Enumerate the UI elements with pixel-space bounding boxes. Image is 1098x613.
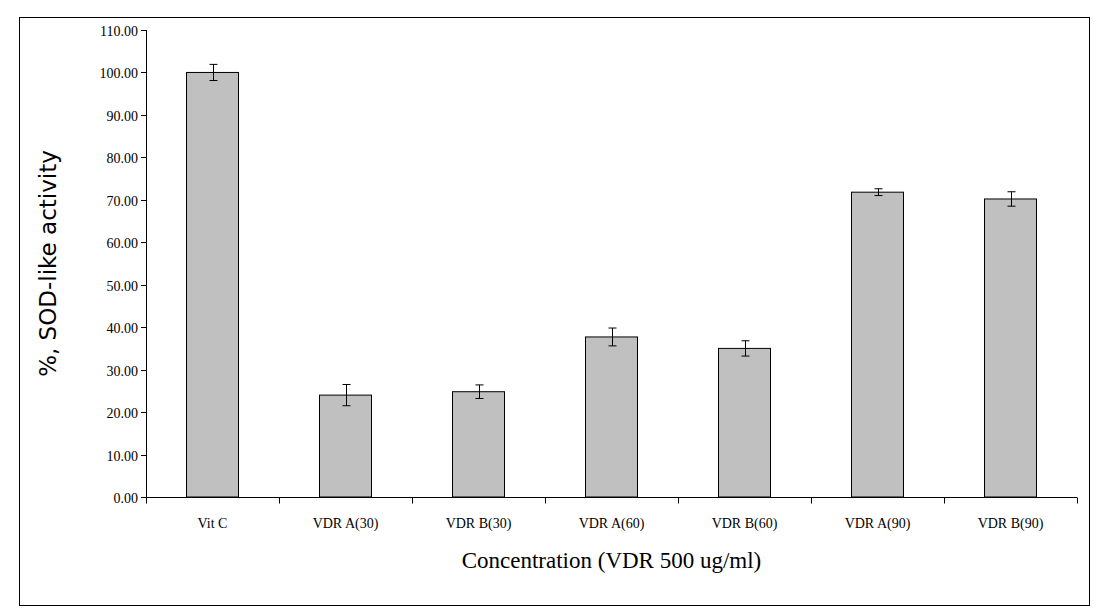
x-tick: [279, 498, 280, 504]
error-cap: [343, 405, 351, 406]
bar: [852, 192, 904, 497]
y-tick: [141, 327, 146, 328]
bars: [187, 64, 1037, 497]
y-tick: [141, 115, 146, 116]
chart: 0.00 10.00 20.00 30.00 40.00 50.00 60.00 70.00 8…: [0, 0, 1098, 613]
bar: [320, 395, 372, 497]
x-tick-label: VDR A(60): [579, 516, 645, 532]
y-tick-label: 30.00: [107, 364, 139, 379]
bar: [719, 348, 771, 497]
x-axis-title: Concentration (VDR 500 ug/ml): [462, 548, 762, 573]
x-tick: [811, 498, 812, 504]
x-tick: [944, 498, 945, 504]
y-tick-label: 0.00: [114, 491, 139, 506]
error-cap: [742, 356, 750, 357]
y-tick-label: 50.00: [107, 279, 139, 294]
error-cap: [1008, 191, 1016, 192]
error-cap: [875, 195, 883, 196]
x-tick: [1077, 498, 1078, 504]
y-tick-label: 90.00: [107, 109, 139, 124]
bar: [453, 392, 505, 497]
x-tick-label: VDR B(30): [446, 516, 512, 532]
error-stem: [745, 341, 746, 356]
error-bar: [343, 384, 351, 405]
x-tick-label: VDR B(60): [712, 516, 778, 532]
y-tick: [141, 200, 146, 201]
error-stem: [878, 189, 879, 196]
error-bar: [875, 189, 883, 196]
y-tick: [141, 242, 146, 243]
x-tick: [545, 498, 546, 504]
x-tick-label: Vit C: [198, 516, 228, 531]
y-tick: [141, 285, 146, 286]
error-cap: [343, 384, 351, 385]
error-bar: [1008, 192, 1016, 206]
error-cap: [609, 345, 617, 346]
y-tick-label: 20.00: [107, 406, 139, 421]
bar: [586, 337, 638, 497]
x-tick-label: VDR A(90): [845, 516, 911, 532]
error-bar: [742, 341, 750, 356]
bar: [187, 72, 239, 497]
y-tick: [141, 412, 146, 413]
error-stem: [479, 385, 480, 399]
y-tick-label: 110.00: [100, 24, 138, 39]
error-stem: [1011, 192, 1012, 206]
error-cap: [875, 188, 883, 189]
error-cap: [476, 398, 484, 399]
error-cap: [609, 328, 617, 329]
x-tick: [678, 498, 679, 504]
x-tick: [146, 498, 147, 504]
y-tick-label: 60.00: [107, 236, 139, 251]
x-tick-label: VDR A(30): [313, 516, 379, 532]
error-stem: [213, 64, 214, 80]
error-stem: [346, 384, 347, 405]
error-stem: [612, 328, 613, 346]
y-tick-label: 80.00: [107, 151, 139, 166]
y-tick-label: 70.00: [107, 194, 139, 209]
y-tick: [141, 72, 146, 73]
y-axis-title: %, SOD-like activity: [35, 150, 61, 377]
error-cap: [210, 64, 218, 65]
x-tick: [412, 498, 413, 504]
y-tick: [141, 455, 146, 456]
y-tick-label: 10.00: [107, 449, 139, 464]
error-cap: [1008, 206, 1016, 207]
y-tick: [141, 157, 146, 158]
error-cap: [210, 80, 218, 81]
bar: [985, 199, 1037, 497]
error-bar: [609, 328, 617, 346]
y-tick: [141, 497, 146, 498]
error-cap: [476, 384, 484, 385]
y-tick-label: 100.00: [100, 66, 139, 81]
x-axis: [146, 497, 1077, 498]
y-tick-label: 40.00: [107, 321, 139, 336]
y-tick: [141, 370, 146, 371]
y-tick: [141, 30, 146, 31]
x-tick-label: VDR B(90): [978, 516, 1044, 532]
error-bar: [210, 64, 218, 80]
error-cap: [742, 340, 750, 341]
chart-frame: [20, 18, 1090, 606]
y-axis: [146, 30, 147, 497]
error-bar: [476, 385, 484, 399]
